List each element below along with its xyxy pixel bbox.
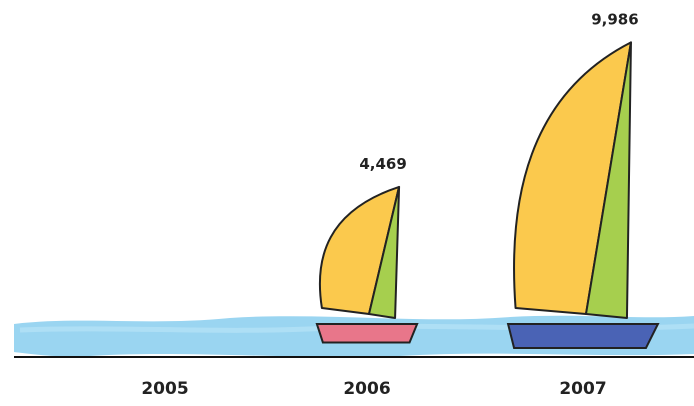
x-tick-label: 2005 [141,379,188,399]
hull [506,323,660,349]
sail-front [318,185,401,315]
hull [315,323,419,344]
sail-front [513,41,632,315]
boats [315,41,660,349]
labels: 2005 2006 4,469 2007 9,986 [141,10,638,399]
data-label: 4,469 [359,155,406,173]
data-label: 9,986 [591,10,638,28]
sail-back [584,41,632,319]
sailboat-2007 [506,41,660,349]
sailboat-2006 [315,185,419,344]
x-tick-label: 2006 [343,379,390,399]
sail-back [368,185,401,319]
x-tick-label: 2007 [559,379,606,399]
